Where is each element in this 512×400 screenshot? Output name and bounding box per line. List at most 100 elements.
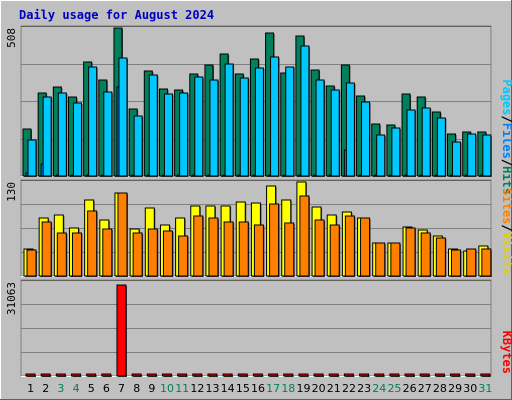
sites-bar-day-1-fill	[26, 249, 37, 277]
kbytes-bar-day-20-fill	[313, 373, 324, 377]
sites-bar-day-18-fill	[284, 222, 295, 277]
legend-visits: Visits	[500, 232, 512, 275]
legend-hits-files-pages: Pages/Files/Hits	[500, 79, 512, 195]
kbytes-bar-day-11-fill	[177, 373, 188, 377]
sites-bar-day-8	[132, 232, 144, 277]
bars	[22, 27, 492, 377]
kbytes-bar-day-18	[283, 373, 294, 377]
kbytes-bar-day-6-fill	[101, 373, 112, 377]
pages-bar-day-22	[345, 82, 356, 177]
pages-bar-day-1	[27, 139, 37, 177]
pages-bar-day-20	[315, 79, 326, 177]
kbytes-bar-day-9-fill	[146, 373, 157, 377]
kbytes-bar-day-10-fill	[161, 373, 172, 377]
kbytes-bar-day-31-fill	[480, 373, 491, 377]
kbytes-bar-day-23-fill	[359, 373, 370, 377]
sites-bar-day-16-fill	[253, 224, 264, 277]
pages-bar-day-16-fill	[254, 67, 264, 177]
x-tick-label-day-30: 30	[463, 382, 477, 395]
x-tick-label-day-24: 24	[372, 382, 386, 395]
pages-bar-day-1-fill	[27, 139, 37, 177]
x-tick-label-day-2: 2	[42, 382, 49, 395]
sites-bar-day-11	[178, 235, 189, 277]
sites-bar-day-27-fill	[420, 232, 431, 277]
pages-bar-day-22-fill	[345, 82, 355, 177]
pages-bar-day-5-fill	[88, 66, 98, 177]
pages-bar-day-5	[88, 66, 98, 177]
sites-bar-day-9	[147, 228, 159, 277]
x-tick-label-day-29: 29	[448, 382, 462, 395]
kbytes-bar-day-13	[207, 373, 218, 377]
pages-bar-day-12	[194, 76, 204, 177]
sites-bar-day-19	[299, 195, 310, 277]
pages-bar-day-14	[224, 63, 235, 177]
pages-bar-day-9	[148, 74, 159, 177]
kbytes-bar-day-20	[313, 373, 325, 377]
sites-bar-day-22-fill	[344, 215, 355, 277]
sites-bar-day-24-fill	[375, 242, 386, 277]
pages-bar-day-30-fill	[467, 133, 477, 177]
x-tick-label-day-10: 10	[160, 382, 174, 395]
pages-bar-day-21-fill	[330, 89, 340, 177]
pages-bar-day-17	[270, 56, 280, 177]
sites-bar-day-5	[87, 210, 98, 277]
kbytes-bar-day-28	[434, 373, 446, 377]
legend-hits: Hits	[500, 166, 512, 195]
kbytes-bar-day-8-fill	[131, 373, 142, 377]
y-axis-labels: 508 130 31063	[5, 28, 18, 315]
x-tick-label-day-22: 22	[342, 382, 356, 395]
x-tick-label-day-8: 8	[133, 382, 140, 395]
legend-kbytes-group: KBytes	[500, 331, 512, 374]
x-tick-label-day-25: 25	[387, 382, 401, 395]
kbytes-bar-day-1-fill	[25, 373, 36, 377]
x-tick-label-day-5: 5	[88, 382, 95, 395]
pages-bar-day-25	[391, 127, 401, 177]
pages-bar-day-6	[103, 91, 113, 177]
sites-bar-day-11-fill	[178, 235, 189, 277]
pages-bar-day-13-fill	[209, 79, 219, 177]
kbytes-bar-day-11	[177, 373, 188, 377]
legend-sep-1: /	[500, 116, 512, 123]
legend-sep-2: /	[500, 159, 512, 166]
kbytes-bar-day-18-fill	[283, 373, 294, 377]
kbytes-bar-day-8	[131, 373, 143, 377]
pages-bar-day-8-fill	[133, 115, 143, 177]
kbytes-bar-day-29-fill	[450, 373, 461, 377]
x-tick-label-day-28: 28	[433, 382, 447, 395]
sites-bar-day-4	[71, 232, 83, 277]
x-tick-label-day-20: 20	[312, 382, 326, 395]
kbytes-bar-day-31	[480, 373, 491, 377]
panel-2-ymax-label: 130	[5, 182, 18, 202]
sites-bar-day-12	[193, 215, 204, 277]
sites-bar-day-29	[451, 249, 462, 277]
kbytes-bar-day-12	[192, 373, 203, 377]
kbytes-bar-day-9	[146, 373, 158, 377]
svg-text:Sites/Visits: Sites/Visits	[500, 188, 512, 275]
x-tick-label-day-6: 6	[103, 382, 110, 395]
svg-text:Pages/Files/Hits: Pages/Files/Hits	[500, 79, 512, 195]
sites-bar-day-14	[223, 221, 235, 277]
kbytes-bar-day-15	[237, 373, 249, 377]
x-tick-label-day-14: 14	[221, 382, 235, 395]
pages-bar-day-24	[376, 134, 386, 177]
kbytes-bar-day-27-fill	[419, 373, 430, 377]
pages-bar-day-10-fill	[163, 93, 173, 177]
kbytes-bar-day-24	[374, 373, 385, 377]
kbytes-bar-day-2-fill	[40, 373, 51, 377]
pages-bar-day-2-fill	[42, 96, 52, 177]
kbytes-bar-day-4	[70, 373, 82, 377]
sites-bar-day-20	[314, 219, 326, 277]
kbytes-bar-day-30-fill	[465, 373, 476, 377]
sites-bar-day-14-fill	[223, 221, 234, 277]
sites-bar-day-7	[117, 192, 128, 277]
sites-bar-day-21-fill	[329, 224, 340, 277]
pages-bar-day-28	[436, 117, 447, 177]
x-tick-label-day-19: 19	[296, 382, 310, 395]
kbytes-bar-day-16-fill	[252, 373, 263, 377]
x-tick-label-day-4: 4	[73, 382, 80, 395]
legend-sites-visits: Sites/Visits	[500, 188, 512, 275]
pages-bar-day-12-fill	[194, 76, 204, 177]
chart-title: Daily usage for August 2024	[19, 8, 214, 22]
kbytes-bar-day-7-fill	[116, 284, 127, 377]
